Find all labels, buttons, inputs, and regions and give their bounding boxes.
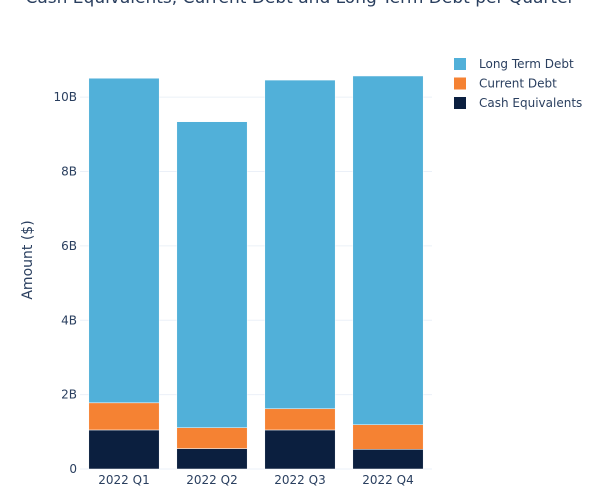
- x-tick-label: 2022 Q4: [362, 473, 413, 487]
- y-tick-label: 6B: [61, 239, 77, 253]
- legend-item-current-debt[interactable]: Current Debt: [454, 77, 557, 91]
- bar-long-term-debt-1[interactable]: [88, 77, 160, 404]
- legend-swatch: [454, 58, 466, 70]
- bar-cash-equivalents-1[interactable]: [88, 429, 160, 470]
- x-tick-label: 2022 Q3: [274, 473, 325, 487]
- y-tick-label: 0: [69, 462, 77, 476]
- bar-current-debt-1[interactable]: [88, 402, 160, 431]
- bar-long-term-debt-4[interactable]: [352, 75, 424, 426]
- y-axis: 0 2B 4B 6B 8B 10B: [53, 90, 77, 476]
- legend-label: Current Debt: [479, 77, 557, 91]
- bar-cash-equivalents-2[interactable]: [176, 448, 248, 470]
- bar-cash-equivalents-4[interactable]: [352, 449, 424, 470]
- legend-swatch: [454, 77, 466, 90]
- bars: [88, 75, 424, 470]
- y-tick-label: 8B: [61, 165, 77, 179]
- y-tick-label: 2B: [61, 388, 77, 402]
- x-tick-label: 2022 Q1: [98, 473, 149, 487]
- legend-item-long-term-debt[interactable]: Long Term Debt: [454, 57, 574, 71]
- bar-current-debt-3[interactable]: [264, 408, 336, 431]
- y-tick-label: 4B: [61, 313, 77, 327]
- x-tick-label: 2022 Q2: [186, 473, 237, 487]
- chart-title: Cash Equivalents, Current Debt and Long …: [0, 0, 600, 8]
- bar-cash-equivalents-3[interactable]: [264, 429, 336, 470]
- x-axis: 2022 Q1 2022 Q2 2022 Q3 2022 Q4: [98, 473, 413, 487]
- legend-swatch: [454, 97, 466, 109]
- legend[interactable]: Long Term Debt Current Debt Cash Equivalen…: [454, 57, 582, 110]
- bar-long-term-debt-3[interactable]: [264, 79, 336, 410]
- y-tick-label: 10B: [53, 90, 77, 104]
- bar-current-debt-2[interactable]: [176, 427, 248, 449]
- y-axis-title: Amount ($): [20, 220, 36, 299]
- legend-label: Cash Equivalents: [479, 96, 582, 110]
- bar-current-debt-4[interactable]: [352, 424, 424, 450]
- legend-label: Long Term Debt: [479, 57, 574, 71]
- legend-item-cash-equivalents[interactable]: Cash Equivalents: [454, 96, 582, 110]
- bar-long-term-debt-2[interactable]: [176, 121, 248, 428]
